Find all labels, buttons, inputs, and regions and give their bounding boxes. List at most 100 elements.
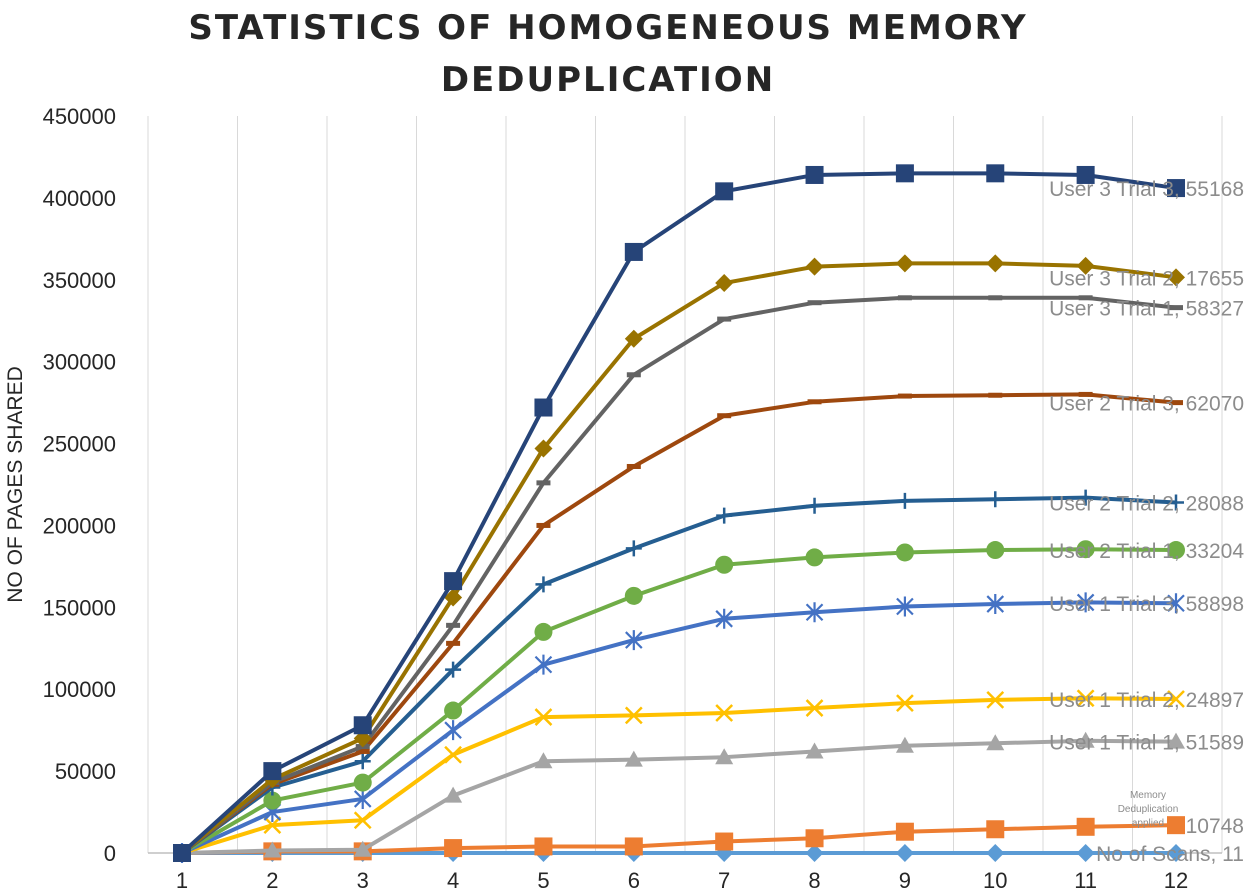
triangle-marker xyxy=(895,736,914,753)
star-marker xyxy=(534,654,553,675)
series-user-2-trial-3 xyxy=(175,391,1183,856)
square-marker xyxy=(1167,816,1185,835)
x-marker xyxy=(444,745,462,764)
diamond-marker xyxy=(1076,844,1095,862)
square-marker xyxy=(534,837,553,856)
dash-marker xyxy=(717,316,732,322)
triangle-marker xyxy=(715,748,734,765)
x-marker xyxy=(263,816,282,835)
plus-marker xyxy=(806,497,823,514)
dash-marker xyxy=(807,399,822,405)
diamond-marker xyxy=(895,844,914,862)
star-marker xyxy=(444,720,462,741)
star-marker xyxy=(986,594,1005,615)
plus-marker xyxy=(896,492,913,509)
x-tick-label: 1 xyxy=(176,868,188,893)
square-marker xyxy=(624,242,643,261)
plus-marker xyxy=(716,507,733,524)
square-marker xyxy=(1076,165,1095,184)
annotation-text: applied xyxy=(1132,818,1164,829)
series-line xyxy=(180,295,1177,855)
y-axis-title: NO OF PAGES SHARED xyxy=(4,366,27,603)
diamond-marker xyxy=(805,257,824,276)
diamond-marker xyxy=(534,439,553,458)
dash-marker xyxy=(626,372,641,378)
square-marker xyxy=(624,837,643,856)
star-marker xyxy=(353,788,372,809)
dash-marker xyxy=(1078,295,1093,301)
gridlines xyxy=(147,116,1223,853)
series-user-1-trial-3 xyxy=(173,592,1185,863)
star-marker xyxy=(805,602,824,623)
series-user-1-trial-2 xyxy=(173,689,1185,862)
circle-marker xyxy=(444,701,463,720)
data-label: User 1 Trial 1, 51589 xyxy=(1049,732,1244,755)
diamond-marker xyxy=(986,844,1005,862)
series-user-3-trial-3 xyxy=(173,164,1185,862)
triangle-marker xyxy=(1167,732,1185,749)
series-line xyxy=(181,600,1177,855)
square-marker xyxy=(444,572,463,591)
dash-marker xyxy=(536,522,551,528)
data-label: User 2 Trial 1, 33204 xyxy=(1049,540,1244,563)
x-tick-label: 10 xyxy=(983,868,1007,893)
diamond-marker xyxy=(1076,256,1095,275)
data-label: User 1 Trial 3, 58898 xyxy=(1049,593,1244,616)
data-label: 10748 xyxy=(1186,815,1244,838)
plus-marker xyxy=(445,661,462,678)
plus-marker xyxy=(354,753,371,770)
square-marker xyxy=(1167,179,1185,198)
y-tick-label: 100000 xyxy=(43,677,116,702)
data-label: User 3 Trial 2, 17655 xyxy=(1049,267,1244,290)
dash-marker xyxy=(446,622,461,628)
x-tick-label: 3 xyxy=(357,868,369,893)
x-marker xyxy=(896,694,914,713)
triangle-marker xyxy=(444,786,463,803)
square-marker xyxy=(353,716,372,735)
x-marker xyxy=(715,704,734,722)
circle-marker xyxy=(895,543,914,562)
x-tick-label: 8 xyxy=(808,868,820,893)
circle-marker xyxy=(715,555,734,574)
circle-marker xyxy=(986,541,1005,560)
square-marker xyxy=(715,182,734,201)
series-line xyxy=(180,261,1177,855)
dash-marker xyxy=(1169,400,1183,406)
x-tick-label: 12 xyxy=(1164,868,1188,893)
axes: 0 50000 100000 150000 200000 250000 300000 3500… xyxy=(4,104,1222,893)
x-tick-label: 6 xyxy=(628,868,640,893)
annotation-text: Memory xyxy=(1130,790,1166,801)
dash-marker xyxy=(536,480,551,486)
plus-marker xyxy=(1168,494,1184,511)
diamond-marker xyxy=(986,254,1005,273)
y-tick-label: 300000 xyxy=(43,350,116,375)
dash-marker xyxy=(897,295,912,301)
x-marker xyxy=(805,699,824,717)
circle-marker xyxy=(353,773,372,792)
square-marker xyxy=(444,839,463,858)
square-marker xyxy=(805,165,824,184)
y-tick-label: 0 xyxy=(104,841,116,866)
star-marker xyxy=(896,596,914,617)
diamond-marker xyxy=(624,329,643,348)
diamond-marker xyxy=(1167,268,1185,287)
x-tick-label: 9 xyxy=(899,868,911,893)
series-line xyxy=(180,392,1177,855)
circle-marker xyxy=(624,586,643,605)
diamond-marker xyxy=(895,254,914,273)
y-tick-label: 450000 xyxy=(43,104,116,129)
series-group xyxy=(173,164,1185,863)
data-label: User 2 Trial 2, 28088 xyxy=(1049,493,1244,516)
dash-marker xyxy=(988,392,1003,398)
diamond-marker xyxy=(444,588,463,607)
triangle-marker xyxy=(353,840,372,857)
triangle-marker xyxy=(805,742,824,759)
series-line xyxy=(181,738,1177,855)
y-tick-label: 250000 xyxy=(43,432,116,457)
square-marker xyxy=(895,822,914,841)
data-label: User 2 Trial 3, 62070 xyxy=(1049,393,1244,416)
diamond-marker xyxy=(1167,844,1185,862)
x-marker xyxy=(534,708,553,726)
circle-marker xyxy=(805,548,824,567)
